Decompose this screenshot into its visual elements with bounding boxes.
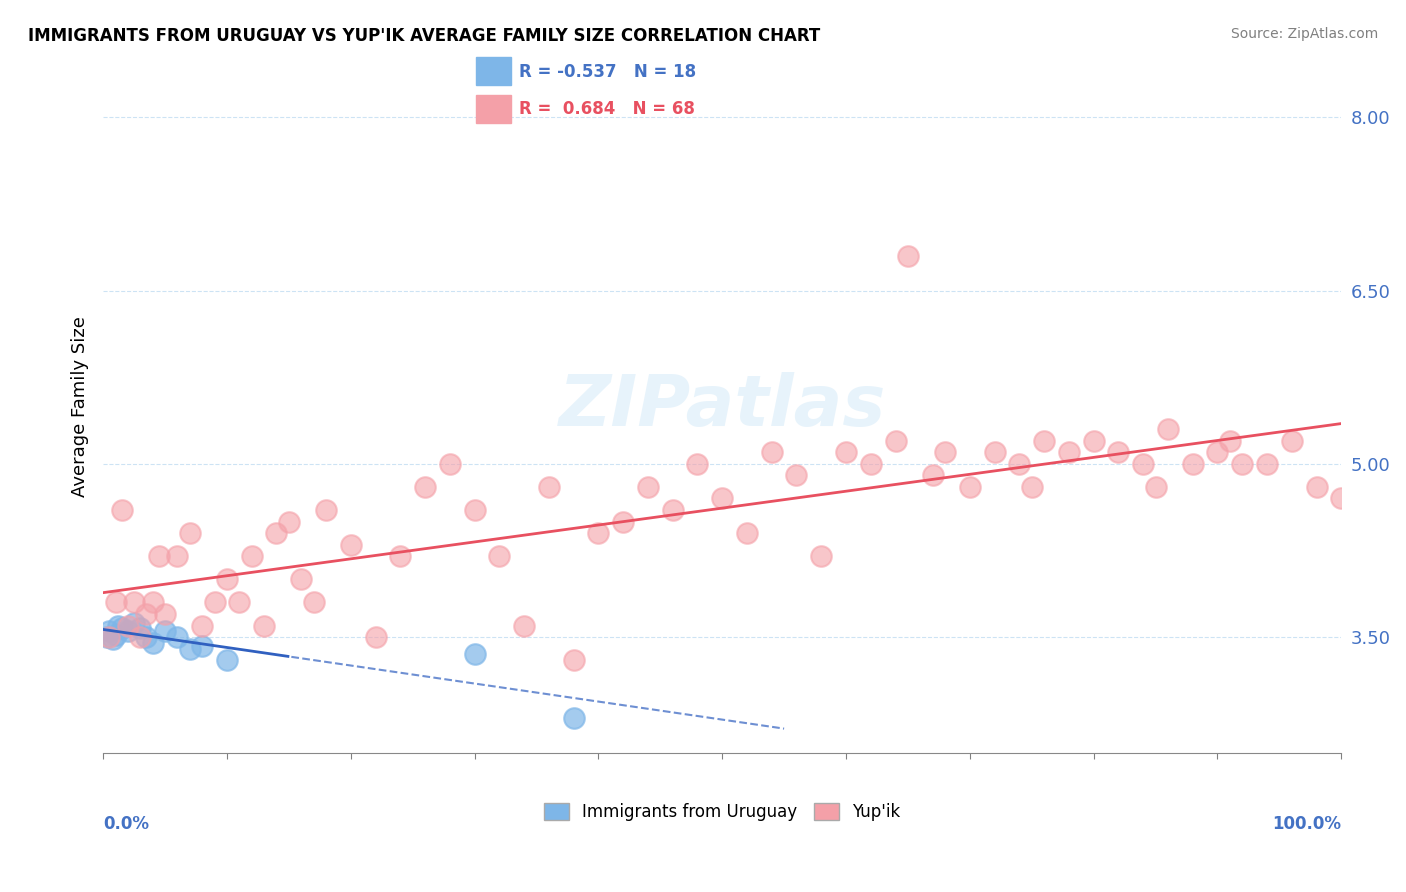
Point <box>959 480 981 494</box>
Point <box>413 480 436 494</box>
Point <box>785 468 807 483</box>
Point <box>104 628 127 642</box>
Point <box>884 434 907 448</box>
Point <box>277 515 299 529</box>
Point <box>513 618 536 632</box>
Bar <box>475 95 512 123</box>
Point <box>142 595 165 609</box>
Point <box>439 457 461 471</box>
Point <box>101 632 124 647</box>
Point <box>204 595 226 609</box>
Point <box>1144 480 1167 494</box>
Point <box>339 538 361 552</box>
Point <box>562 711 585 725</box>
Point <box>122 616 145 631</box>
Point <box>117 618 139 632</box>
Text: IMMIGRANTS FROM URUGUAY VS YUP'IK AVERAGE FAMILY SIZE CORRELATION CHART: IMMIGRANTS FROM URUGUAY VS YUP'IK AVERAG… <box>28 27 820 45</box>
Point <box>835 445 858 459</box>
Point <box>1256 457 1278 471</box>
Point <box>1132 457 1154 471</box>
Point <box>364 630 387 644</box>
Point <box>637 480 659 494</box>
Point <box>142 636 165 650</box>
Point <box>215 653 238 667</box>
Point <box>148 549 170 564</box>
Point <box>253 618 276 632</box>
Point <box>661 503 683 517</box>
Point <box>240 549 263 564</box>
Legend: Immigrants from Uruguay, Yup'ik: Immigrants from Uruguay, Yup'ik <box>537 796 907 828</box>
Point <box>1181 457 1204 471</box>
Point <box>735 526 758 541</box>
Text: 0.0%: 0.0% <box>103 815 149 833</box>
Point <box>1206 445 1229 459</box>
Point <box>1107 445 1129 459</box>
Point <box>588 526 610 541</box>
Point <box>315 503 337 517</box>
Point <box>135 607 157 621</box>
Point <box>1057 445 1080 459</box>
Point <box>107 618 129 632</box>
Point <box>1008 457 1031 471</box>
Bar <box>475 57 512 86</box>
Point <box>166 549 188 564</box>
Point <box>537 480 560 494</box>
Point <box>934 445 956 459</box>
Point <box>98 630 121 644</box>
Point <box>228 595 250 609</box>
Point <box>266 526 288 541</box>
Point <box>215 572 238 586</box>
Point <box>191 640 214 654</box>
Point <box>1305 480 1327 494</box>
Point <box>562 653 585 667</box>
Text: 100.0%: 100.0% <box>1272 815 1341 833</box>
Point <box>153 624 176 639</box>
Point <box>290 572 312 586</box>
Point <box>129 621 152 635</box>
Point <box>921 468 943 483</box>
Point <box>98 624 121 639</box>
Point <box>1021 480 1043 494</box>
Point <box>464 503 486 517</box>
Point <box>761 445 783 459</box>
Point <box>488 549 510 564</box>
Point <box>166 630 188 644</box>
Point <box>117 624 139 639</box>
Point <box>129 630 152 644</box>
Point <box>111 503 134 517</box>
Point <box>191 618 214 632</box>
Point <box>1033 434 1056 448</box>
Point <box>122 595 145 609</box>
Text: R = -0.537   N = 18: R = -0.537 N = 18 <box>519 62 696 80</box>
Point <box>859 457 882 471</box>
Text: Source: ZipAtlas.com: Source: ZipAtlas.com <box>1230 27 1378 41</box>
Point <box>389 549 412 564</box>
Point <box>104 595 127 609</box>
Point <box>111 621 134 635</box>
Text: ZIPatlas: ZIPatlas <box>558 372 886 441</box>
Point <box>686 457 709 471</box>
Point <box>179 526 201 541</box>
Point <box>711 491 734 506</box>
Text: R =  0.684   N = 68: R = 0.684 N = 68 <box>519 100 695 119</box>
Y-axis label: Average Family Size: Average Family Size <box>72 316 89 497</box>
Point <box>96 630 118 644</box>
Point <box>1157 422 1180 436</box>
Point <box>612 515 634 529</box>
Point <box>983 445 1005 459</box>
Point <box>1330 491 1353 506</box>
Point <box>1219 434 1241 448</box>
Point <box>1083 434 1105 448</box>
Point <box>897 249 920 263</box>
Point <box>135 630 157 644</box>
Point <box>179 641 201 656</box>
Point <box>464 648 486 662</box>
Point <box>302 595 325 609</box>
Point <box>1281 434 1303 448</box>
Point <box>1232 457 1254 471</box>
Point <box>810 549 832 564</box>
Point <box>153 607 176 621</box>
